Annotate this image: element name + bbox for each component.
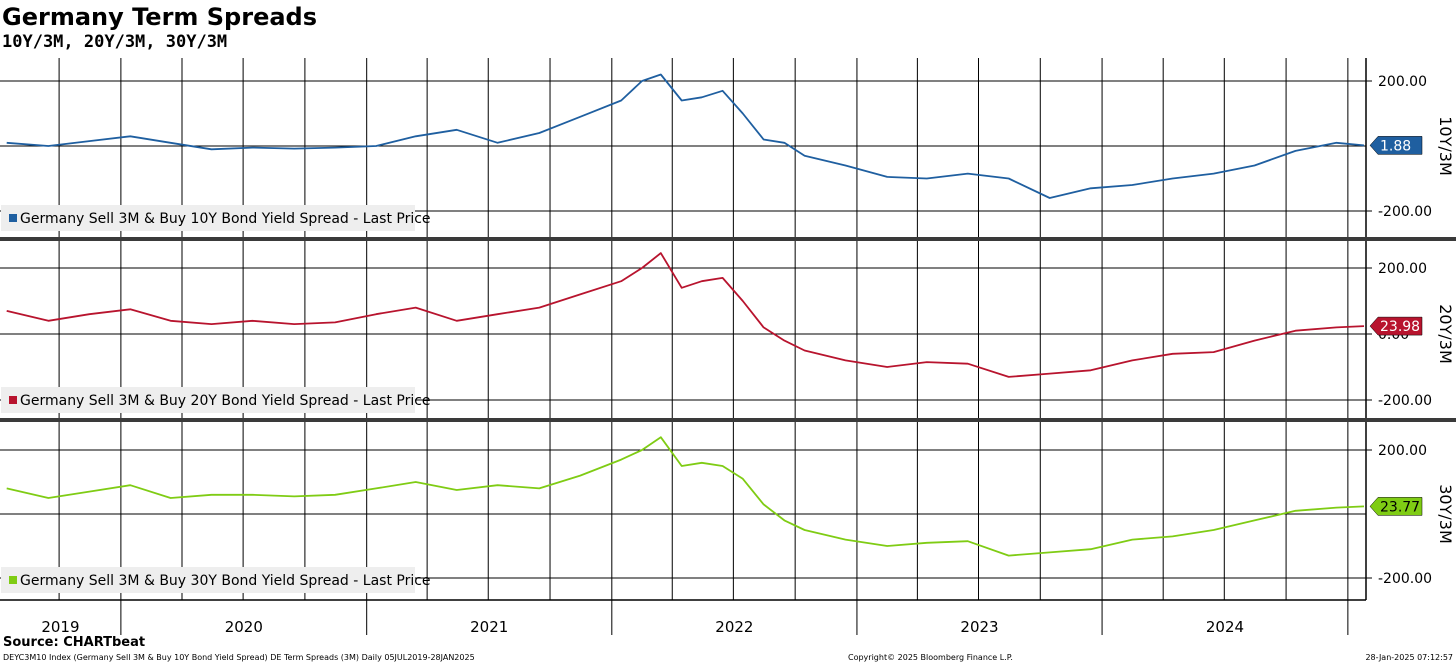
y-tick-label: -200.00 [1378, 571, 1432, 587]
chart-subtitle: 10Y/3M, 20Y/3M, 30Y/3M [2, 32, 228, 52]
last-price-label: 23.98 [1380, 319, 1420, 335]
footer-index-info: DEYC3M10 Index (Germany Sell 3M & Buy 10… [3, 653, 475, 662]
last-price-label: 1.88 [1380, 138, 1411, 154]
legend-entry: Germany Sell 3M & Buy 10Y Bond Yield Spr… [20, 211, 431, 227]
legend-entry: Germany Sell 3M & Buy 30Y Bond Yield Spr… [20, 573, 431, 589]
last-price-tag [1369, 316, 1423, 336]
x-tick-label: 2021 [470, 618, 508, 636]
legend-box [1, 567, 415, 593]
chart-title: Germany Term Spreads [2, 3, 317, 31]
x-tick-label: 2023 [960, 618, 998, 636]
y-tick-label: 200.00 [1378, 74, 1427, 90]
legend-swatch [9, 214, 17, 222]
x-tick-label: 2020 [225, 618, 263, 636]
panel-separator [0, 418, 1456, 422]
series-line-30Y [6, 436, 1365, 557]
last-price-label: 23.77 [1380, 499, 1420, 515]
last-price-tag [1369, 497, 1423, 516]
panel-separator [0, 237, 1456, 241]
x-tick-label: 2019 [41, 618, 79, 636]
y-tick-label: 200.00 [1378, 261, 1427, 277]
last-price-tag [1369, 136, 1423, 155]
legend-box [1, 205, 415, 231]
x-tick-label: 2024 [1206, 618, 1244, 636]
x-tick-label: 2022 [715, 618, 753, 636]
footer-timestamp: 28-Jan-2025 07:12:57 [1365, 653, 1453, 662]
panel-label: 30Y/3M [1436, 484, 1455, 544]
legend-swatch [9, 576, 17, 584]
footer-copyright: Copyright© 2025 Bloomberg Finance L.P. [848, 653, 1013, 662]
y-tick-label: 200.00 [1378, 443, 1427, 459]
legend-box [1, 387, 415, 413]
source-label: Source: CHARTbeat [3, 635, 146, 650]
panel-label: 20Y/3M [1436, 304, 1455, 364]
legend-entry: Germany Sell 3M & Buy 20Y Bond Yield Spr… [20, 393, 431, 409]
y-tick-label: -200.00 [1378, 204, 1432, 220]
panel-label: 10Y/3M [1436, 116, 1455, 176]
y-tick-label: -200.00 [1378, 393, 1432, 409]
series-line-20Y [6, 252, 1365, 378]
series-line-10Y [6, 73, 1365, 199]
legend-swatch [9, 396, 17, 404]
